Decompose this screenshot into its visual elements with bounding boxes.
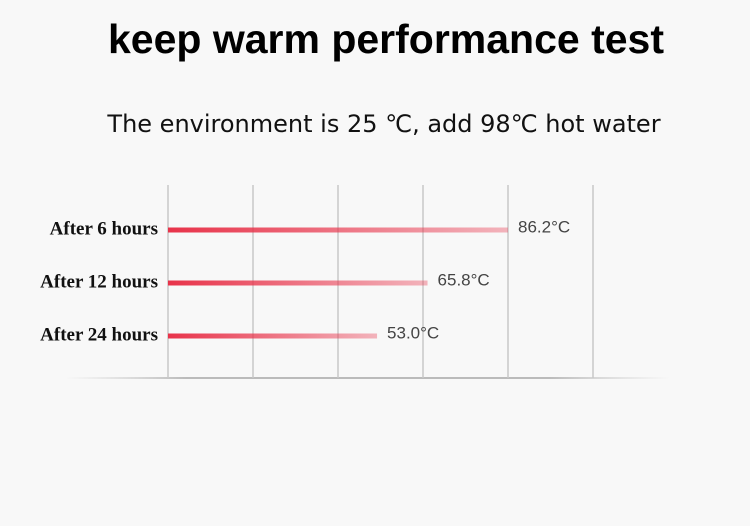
baseline	[65, 377, 670, 379]
chart-title: keep warm performance test	[108, 16, 664, 62]
bar	[168, 227, 508, 233]
category-label: After 6 hours	[50, 218, 158, 239]
bar	[168, 280, 428, 286]
category-label: After 12 hours	[40, 271, 158, 292]
chart-subtitle: The environment is 25 ℃, add 98℃ hot wat…	[106, 110, 660, 138]
value-label: 65.8°C	[438, 270, 490, 289]
category-label: After 24 hours	[40, 324, 158, 345]
value-label: 53.0°C	[387, 323, 439, 342]
value-label: 86.2°C	[518, 217, 570, 236]
bar	[168, 333, 378, 339]
